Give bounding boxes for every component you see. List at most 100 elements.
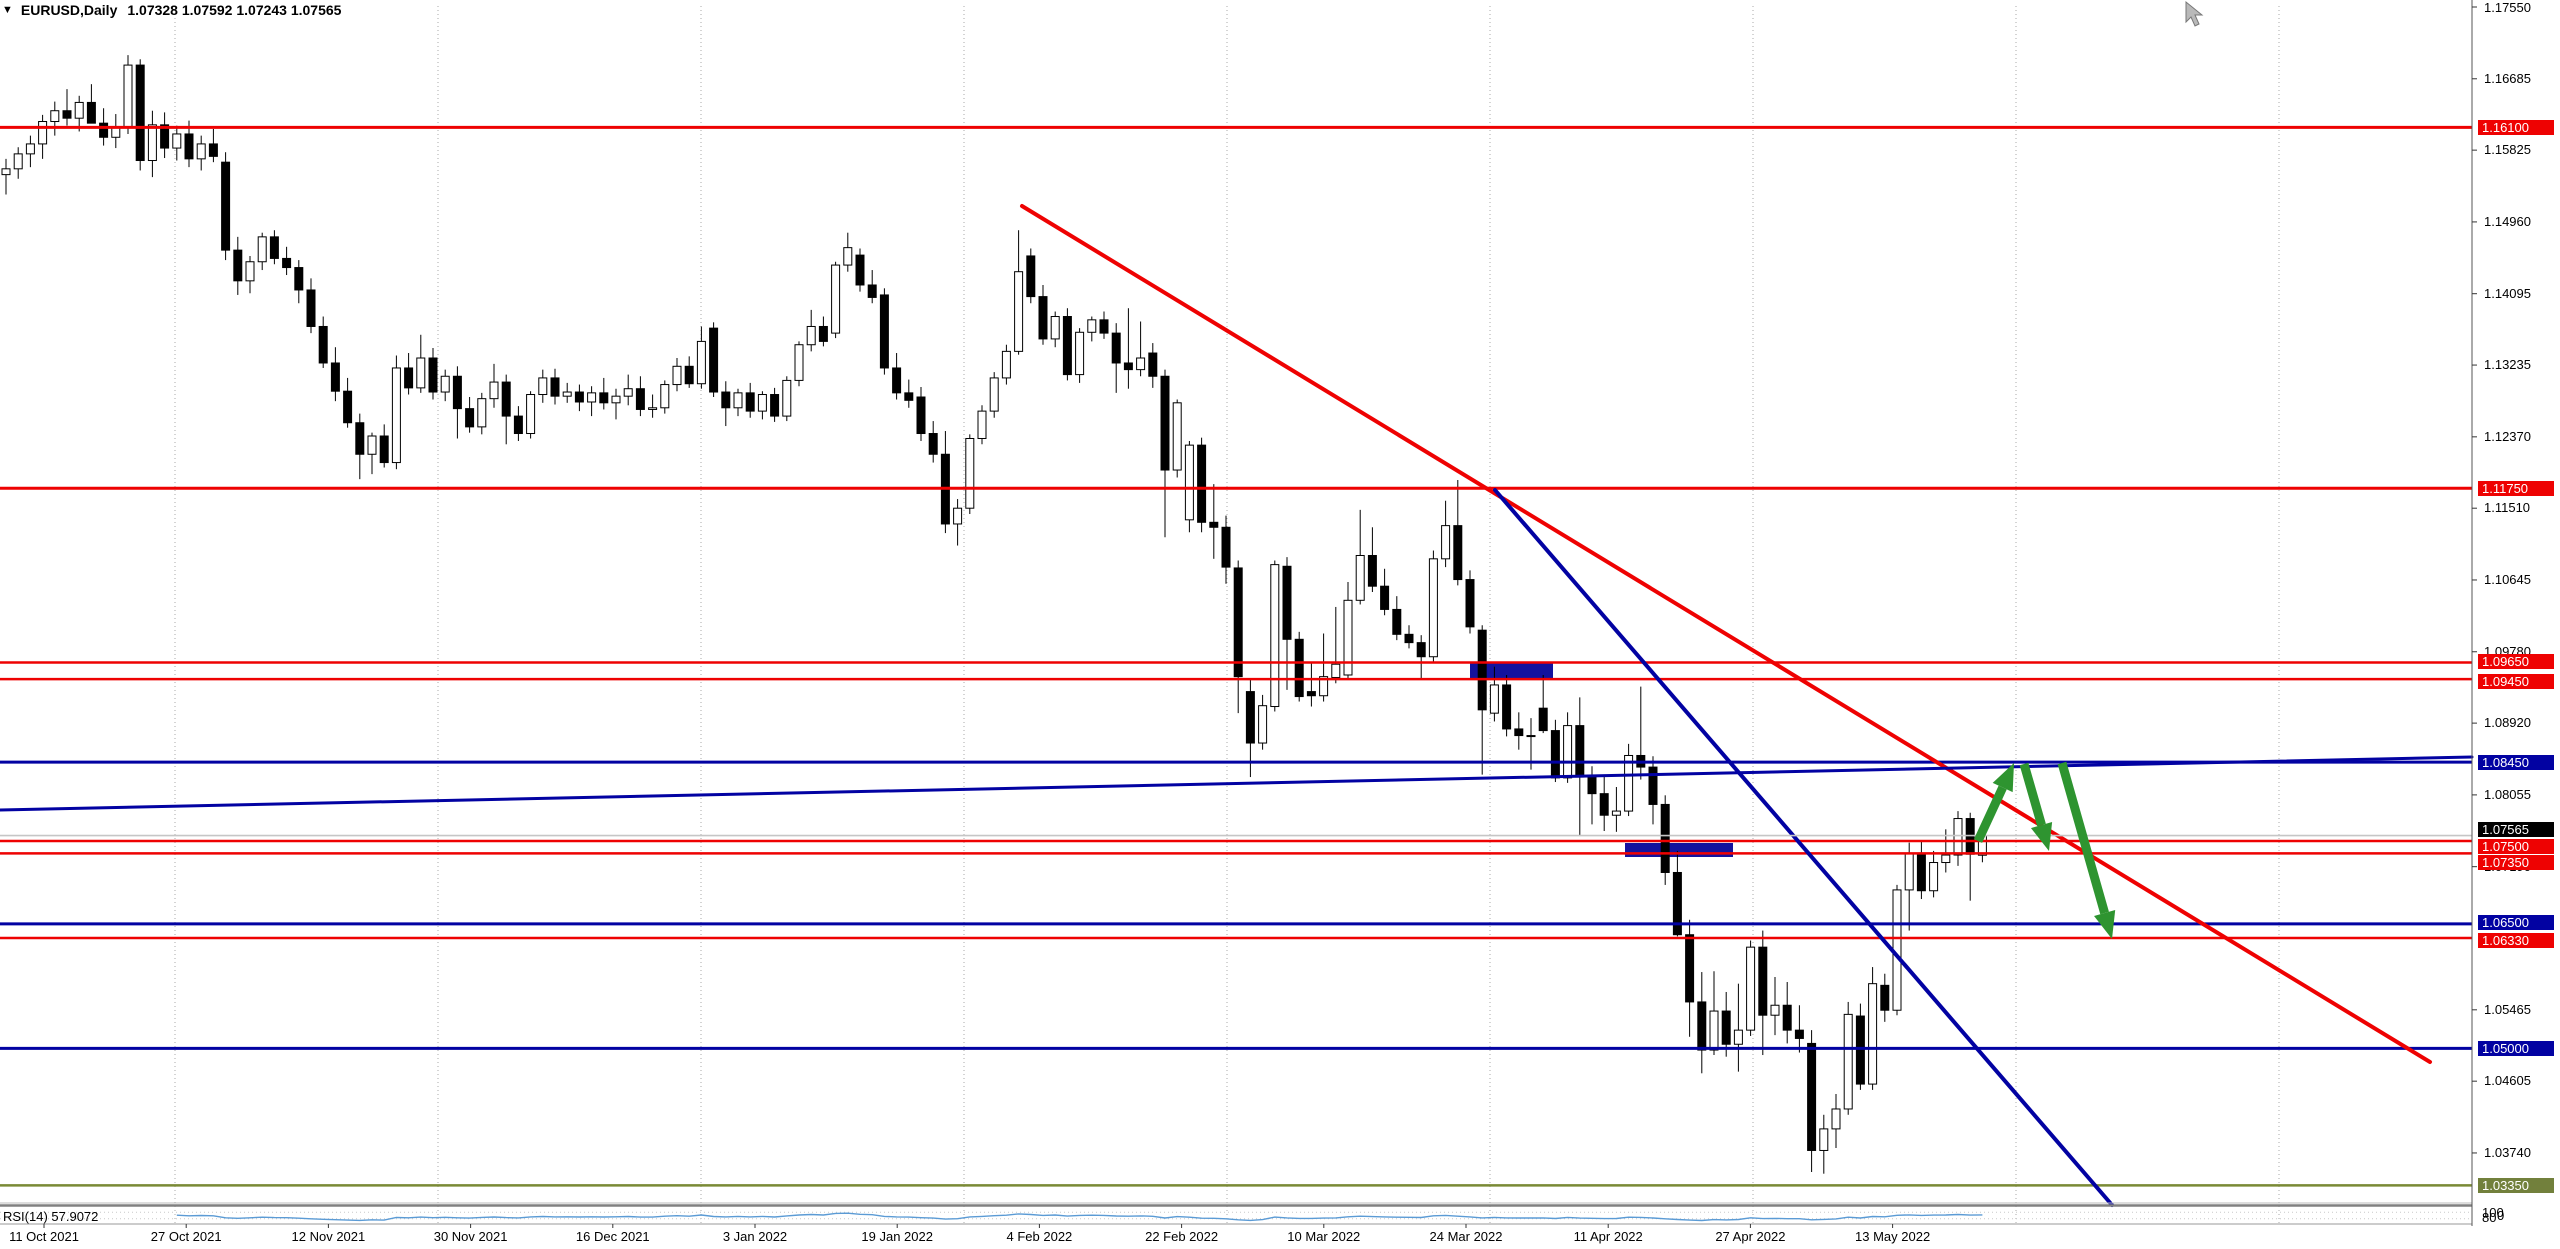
price-level-badge: 1.06500 (2478, 915, 2554, 931)
candle-body (867, 284, 877, 298)
candle-body (709, 327, 719, 393)
candle-body (1001, 350, 1011, 379)
candle-body (1733, 1029, 1743, 1045)
candle-body (818, 325, 828, 342)
candle-body (672, 365, 682, 386)
price-level-badge: 1.09450 (2478, 673, 2554, 689)
candle-body (160, 124, 170, 149)
candle-body (1526, 735, 1536, 738)
candle-body (904, 392, 914, 401)
candle-body (465, 408, 475, 428)
chart-title: ▼ EURUSD,Daily 1.07328 1.07592 1.07243 1.0… (2, 2, 341, 18)
candle-body (221, 161, 231, 251)
date-axis-label: 22 Feb 2022 (1145, 1229, 1219, 1244)
candle-body (50, 110, 60, 123)
candle-body (391, 367, 401, 464)
candle-body (367, 435, 377, 455)
candle-body (1306, 691, 1316, 697)
candle-body (1953, 818, 1963, 856)
current-price-badge: 1.07565 (2478, 822, 2554, 838)
candle-body (855, 254, 865, 286)
price-level-badge: 1.11750 (2478, 480, 2554, 496)
candle-body (770, 394, 780, 417)
candle-body (1794, 1029, 1804, 1039)
candle-body (1282, 565, 1292, 640)
candle-body (648, 407, 658, 410)
date-axis-label: 13 May 2022 (1855, 1229, 1931, 1244)
rsi-pane (0, 1211, 2472, 1222)
candle-body (1441, 525, 1451, 560)
candle-body (489, 381, 499, 400)
candle-body (1184, 444, 1194, 521)
price-axis-label: 1.08055 (2484, 786, 2531, 802)
candle-body (953, 507, 963, 525)
candle-body (1416, 642, 1426, 658)
candle-body (38, 121, 48, 145)
candle-body (550, 377, 560, 397)
candle-body (86, 101, 96, 124)
date-axis-label: 4 Feb 2022 (1006, 1229, 1073, 1244)
axis-ticks (43, 6, 2477, 1228)
price-level-badge: 1.09650 (2478, 654, 2554, 670)
candle-body (452, 375, 462, 410)
chevron-down-icon[interactable]: ▼ (2, 4, 13, 16)
projection-down-2 (2057, 761, 2109, 915)
date-axis-label: 19 Jan 2022 (861, 1229, 933, 1244)
candle-body (1331, 663, 1341, 678)
price-axis-label: 1.03740 (2484, 1144, 2531, 1160)
rsi-indicator-label: RSI(14) 57.9072 (3, 1209, 99, 1224)
candle-body (526, 394, 536, 435)
rsi-scale-label: 100 (2482, 1205, 2504, 1220)
candle-body (1294, 638, 1304, 698)
rising-support-trendline (0, 755, 2474, 812)
price-axis-label: 1.05465 (2484, 1001, 2531, 1017)
price-level-badge: 1.03350 (2478, 1177, 2554, 1193)
candle-body (245, 261, 255, 282)
candle-body (196, 143, 206, 160)
price-level-badge: 1.06330 (2478, 932, 2554, 948)
price-axis-label: 1.12370 (2484, 428, 2531, 444)
candle-body (428, 357, 438, 393)
candle-body (1355, 554, 1365, 601)
candle-body (538, 377, 548, 396)
candle-body (1392, 608, 1402, 635)
candle-body (1062, 316, 1072, 376)
candle-body (208, 143, 218, 157)
candle-body (62, 110, 72, 119)
candle-body (599, 392, 609, 404)
candle-body (1611, 810, 1621, 816)
candle-body (1746, 946, 1756, 1031)
candle-body (977, 410, 987, 439)
candle-body (1868, 983, 1878, 1085)
candle-body (25, 143, 35, 155)
candle-body (1172, 402, 1182, 471)
candle-body (1721, 1010, 1731, 1045)
horizontal-levels (0, 125, 2472, 1187)
candle-body (1807, 1042, 1817, 1151)
candle-body (1587, 776, 1597, 795)
candle-body (1514, 728, 1524, 737)
candle-body (1428, 558, 1438, 658)
candle-body (782, 379, 792, 417)
candle-body (1038, 296, 1048, 340)
price-axis-label: 1.15825 (2484, 142, 2531, 158)
candle-body (1453, 525, 1463, 581)
candle-body (1648, 766, 1658, 805)
candle-body (1599, 793, 1609, 816)
candle-body (733, 392, 743, 409)
candle-body (282, 257, 292, 269)
projection-down-2-head (2094, 910, 2116, 939)
candle-body (306, 289, 316, 327)
candle-body (1770, 1004, 1780, 1016)
trendlines (0, 204, 2474, 1207)
candle-body (172, 133, 182, 149)
candle-body (1575, 725, 1585, 778)
candle-body (440, 375, 450, 393)
candle-body (721, 391, 731, 409)
price-level-badge: 1.05000 (2478, 1040, 2554, 1056)
candle-body (1672, 871, 1682, 936)
candle-body (269, 236, 279, 259)
candle-body (1624, 754, 1634, 812)
